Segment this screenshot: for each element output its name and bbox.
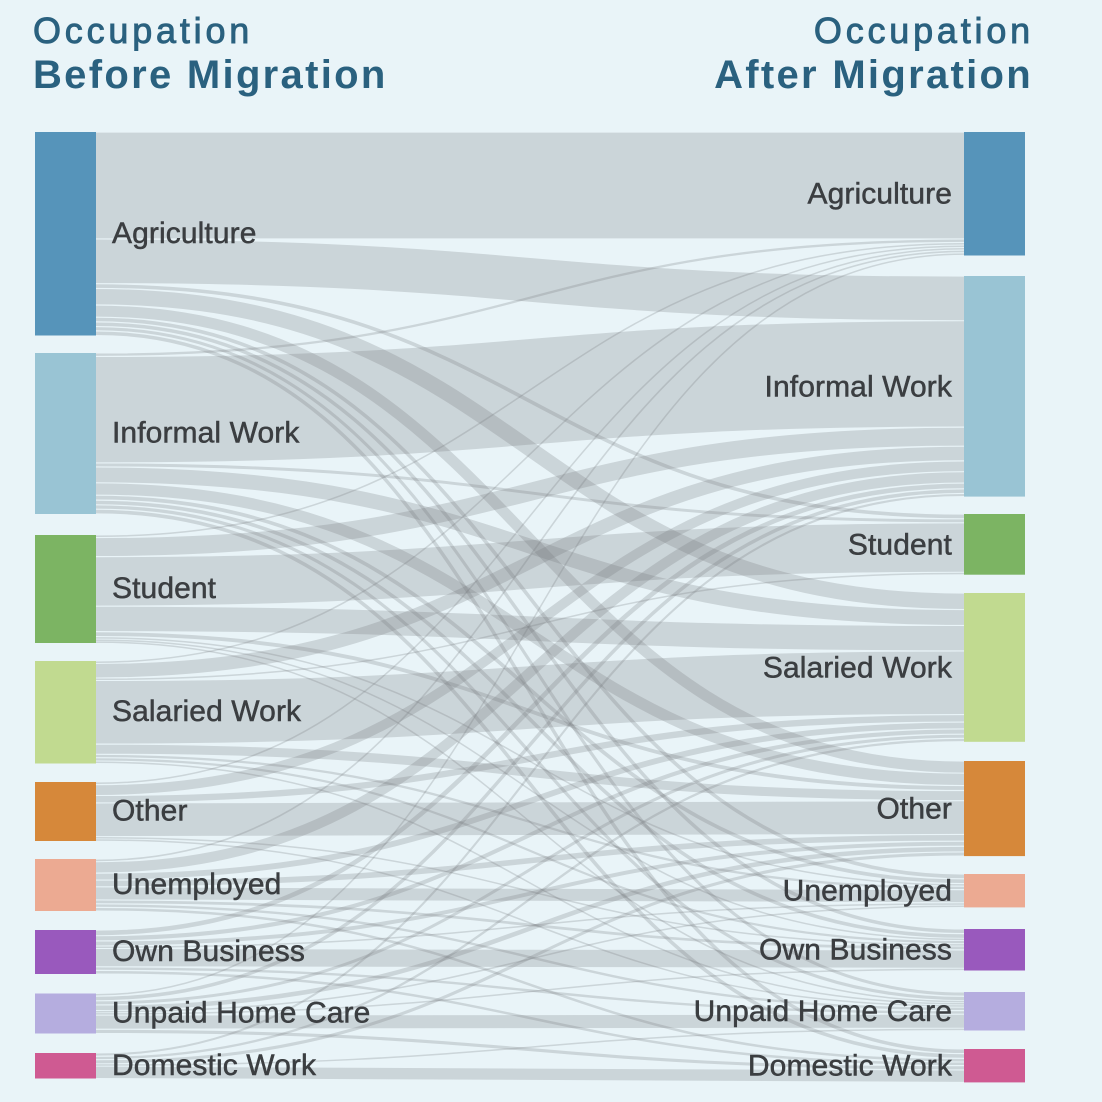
svg-text:Unpaid Home Care: Unpaid Home Care <box>112 997 370 1030</box>
svg-text:Domestic Work: Domestic Work <box>748 1050 953 1083</box>
svg-text:Unemployed: Unemployed <box>783 875 952 908</box>
svg-text:Own Business: Own Business <box>759 934 952 967</box>
svg-text:Unemployed: Unemployed <box>112 868 281 901</box>
svg-text:Occupation: Occupation <box>814 10 1034 51</box>
svg-text:Unpaid Home Care: Unpaid Home Care <box>694 995 952 1028</box>
svg-text:Other: Other <box>876 793 952 826</box>
svg-text:Student: Student <box>112 572 217 605</box>
svg-text:Agriculture: Agriculture <box>808 178 953 211</box>
svg-text:Student: Student <box>848 528 953 561</box>
svg-text:Informal Work: Informal Work <box>112 417 300 450</box>
svg-text:Own Business: Own Business <box>112 935 305 968</box>
svg-text:Before Migration: Before Migration <box>33 53 388 97</box>
svg-text:After Migration: After Migration <box>714 53 1033 97</box>
svg-text:Informal Work: Informal Work <box>765 370 953 403</box>
svg-text:Salaried Work: Salaried Work <box>112 695 302 728</box>
svg-text:Other: Other <box>112 795 188 828</box>
svg-text:Domestic Work: Domestic Work <box>112 1049 317 1082</box>
svg-text:Salaried Work: Salaried Work <box>763 651 953 684</box>
svg-text:Occupation: Occupation <box>33 10 253 51</box>
svg-text:Agriculture: Agriculture <box>112 217 257 250</box>
